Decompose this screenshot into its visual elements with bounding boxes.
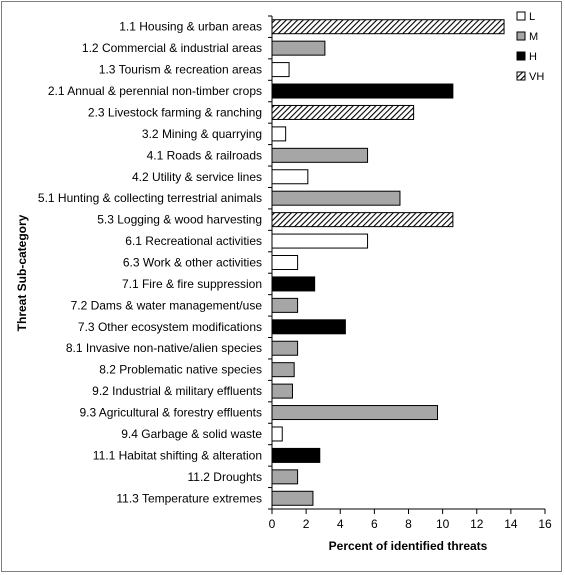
x-tick-label: 2 <box>303 517 310 531</box>
x-tick-label: 14 <box>504 517 518 531</box>
legend-label-m: M <box>529 31 538 43</box>
category-label: 11.2 Droughts <box>188 470 263 484</box>
bar-11 <box>271 233 369 249</box>
legend-swatch-l <box>516 11 526 21</box>
bar-17 <box>271 362 295 378</box>
category-label: 5.3 Logging & wood harvesting <box>97 213 262 227</box>
category-label: 7.1 Fire & fire suppression <box>122 277 262 291</box>
bar-2 <box>271 40 326 56</box>
category-label: 2.3 Livestock farming & ranching <box>88 105 262 119</box>
bar-6 <box>271 126 287 142</box>
bar-8 <box>271 169 309 185</box>
category-label: 4.2 Utility & service lines <box>132 170 262 184</box>
x-tick-label: 4 <box>337 517 344 531</box>
category-label: 11.1 Habitat shifting & alteration <box>93 448 262 462</box>
x-tick-label: 16 <box>538 517 552 531</box>
category-label: 1.2 Commercial & industrial areas <box>82 41 262 55</box>
bar-4 <box>271 83 454 99</box>
bar-23 <box>271 490 314 506</box>
legend-label-vh: VH <box>529 71 544 83</box>
category-label: 1.3 Tourism & recreation areas <box>99 63 262 77</box>
bar-20 <box>271 426 283 442</box>
bar-16 <box>271 340 299 356</box>
x-tick-label: 12 <box>470 517 484 531</box>
category-label: 6.3 Work & other activities <box>123 256 262 270</box>
bar-22 <box>271 469 299 485</box>
category-label: 7.3 Other ecosystem modifications <box>78 320 262 334</box>
legend-label-h: H <box>529 51 537 63</box>
bar-14 <box>271 297 299 313</box>
bar-18 <box>271 383 293 399</box>
x-tick-label: 0 <box>269 517 276 531</box>
bar-3 <box>271 62 290 78</box>
legend-label-l: L <box>529 11 535 23</box>
category-label: 8.2 Problematic native species <box>99 363 262 377</box>
category-label: 9.2 Industrial & military effluents <box>92 384 262 398</box>
category-label: 8.1 Invasive non-native/alien species <box>66 341 262 355</box>
y-axis-title: Threat Sub-category <box>15 214 29 331</box>
bar-9 <box>271 190 401 206</box>
category-label: 1.1 Housing & urban areas <box>119 20 262 34</box>
category-label: 5.1 Hunting & collecting terrestrial ani… <box>38 191 262 205</box>
category-label: 9.3 Agricultural & forestry effluents <box>79 406 262 420</box>
bar-7 <box>271 147 369 163</box>
bar-5 <box>271 104 415 120</box>
bar-1 <box>271 19 505 35</box>
category-label: 3.2 Mining & quarrying <box>142 127 262 141</box>
bar-13 <box>271 276 316 292</box>
category-label: 6.1 Recreational activities <box>125 234 262 248</box>
x-tick-label: 6 <box>371 517 378 531</box>
bar-15 <box>271 319 346 335</box>
legend-swatch-m <box>516 31 526 41</box>
x-axis-title: Percent of identified threats <box>329 539 488 553</box>
bar-12 <box>271 255 299 270</box>
bar-21 <box>271 447 321 463</box>
category-label: 4.1 Roads & railroads <box>147 148 262 162</box>
category-label: 9.4 Garbage & solid waste <box>121 427 262 441</box>
x-tick-label: 8 <box>405 517 412 531</box>
category-label: 2.1 Annual & perennial non-timber crops <box>48 84 262 98</box>
legend-swatch-h <box>516 51 526 61</box>
category-label: 7.2 Dams & water management/use <box>71 298 263 312</box>
category-label: 11.3 Temperature extremes <box>116 491 262 505</box>
bar-10 <box>271 212 454 228</box>
bar-19 <box>271 405 439 421</box>
legend-swatch-vh <box>516 71 526 81</box>
x-tick-label: 10 <box>436 517 450 531</box>
